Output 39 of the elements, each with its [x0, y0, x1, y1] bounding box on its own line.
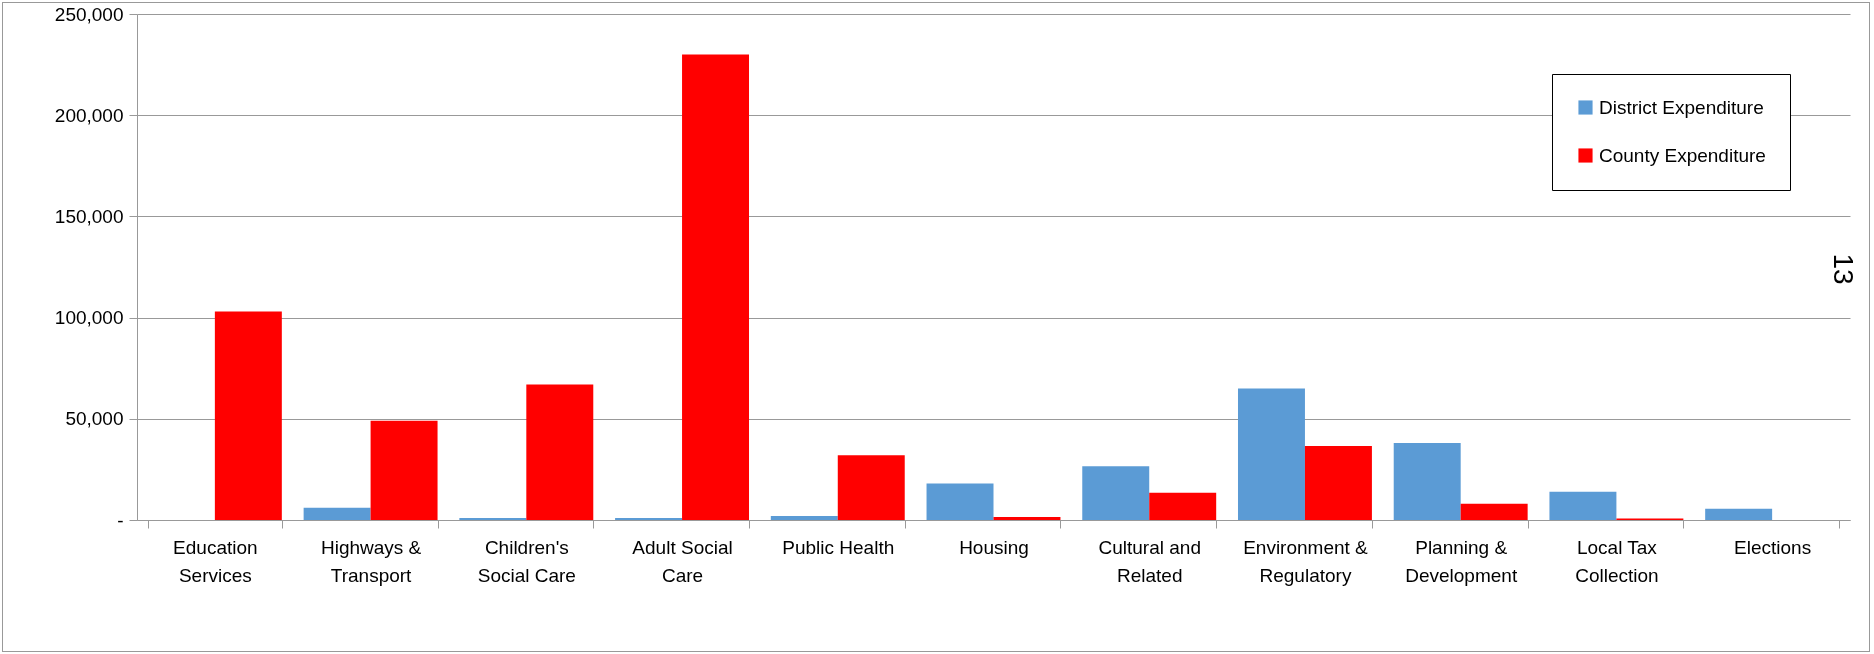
- y-tick-label: 200,000: [54, 104, 124, 126]
- bar: [770, 515, 838, 520]
- x-tick-label: Cultural and Related: [1098, 536, 1201, 586]
- y-tick-label: -: [117, 509, 124, 531]
- x-tick-label: Planning & Development: [1405, 536, 1518, 586]
- bar: [682, 54, 750, 520]
- bar: [837, 455, 905, 520]
- y-tick-label: 150,000: [54, 205, 124, 227]
- x-tick-label: Local Tax Collection: [1575, 536, 1659, 586]
- bar: [993, 516, 1061, 520]
- bar: [1393, 443, 1461, 520]
- y-tick-label: 50,000: [65, 408, 124, 430]
- bar: [1460, 503, 1528, 520]
- bar: [1304, 446, 1372, 520]
- bar: [926, 483, 994, 520]
- y-tick-label: 100,000: [54, 307, 124, 329]
- y-tick-label: 250,000: [54, 3, 124, 25]
- x-tick-label: Environment & Regulatory: [1243, 536, 1369, 586]
- x-tick-label: Children's Social Care: [477, 536, 576, 586]
- x-tick-label: Elections: [1734, 536, 1812, 558]
- bar: [1082, 466, 1150, 520]
- legend-label: County Expenditure: [1599, 144, 1766, 166]
- bar: [1149, 492, 1217, 520]
- bar: [615, 517, 683, 520]
- bar: [214, 311, 282, 520]
- x-tick-label: Highways & Transport: [320, 536, 422, 586]
- bar: [1237, 388, 1305, 520]
- bar: [303, 507, 371, 520]
- annotation: 13: [1828, 253, 1859, 285]
- bar: [370, 420, 438, 520]
- bar: [1549, 491, 1617, 520]
- x-tick-label: Housing: [959, 536, 1029, 558]
- legend-label: District Expenditure: [1599, 96, 1764, 118]
- x-tick-label: Education Services: [173, 536, 258, 586]
- x-tick-label: Public Health: [782, 536, 895, 558]
- bar: [526, 384, 594, 520]
- x-tick-label: Adult Social Care: [632, 536, 733, 586]
- bar: [459, 517, 527, 520]
- bar: [1705, 508, 1773, 520]
